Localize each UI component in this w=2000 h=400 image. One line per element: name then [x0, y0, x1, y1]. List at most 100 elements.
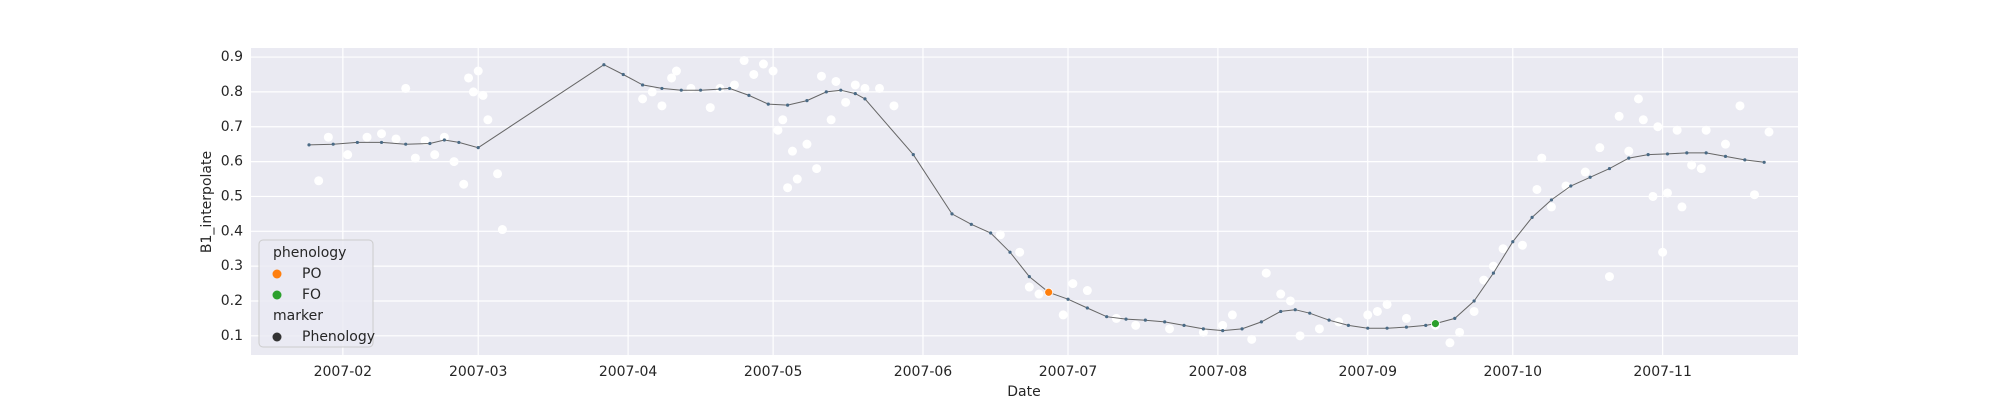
line-vertex	[698, 88, 703, 92]
observation-point	[705, 103, 715, 113]
line-vertex	[950, 212, 954, 216]
interpolated-line	[308, 64, 1765, 332]
line-vertex	[355, 140, 359, 145]
observation-point	[1648, 191, 1658, 201]
observation-point	[1334, 317, 1344, 327]
observation-point	[889, 101, 899, 111]
x-tick-label: 2007-03	[449, 364, 508, 380]
x-tick-label: 2007-02	[314, 364, 373, 380]
observation-point	[1653, 122, 1663, 132]
line-vertex	[1008, 250, 1012, 254]
line-vertex	[766, 102, 770, 106]
legend-label: Phenology	[302, 329, 375, 345]
observation-point	[1261, 268, 1271, 278]
observation-point	[1658, 247, 1668, 257]
observation-point	[1034, 289, 1044, 299]
observation-point	[1024, 282, 1034, 292]
observation-point	[430, 150, 440, 160]
line-vertex	[476, 146, 480, 150]
observation-point	[468, 87, 478, 97]
observation-point	[323, 132, 333, 142]
observation-point	[1363, 310, 1373, 320]
observation-point	[1198, 327, 1208, 337]
observation-point	[1498, 244, 1508, 254]
line-vertex	[1453, 316, 1457, 321]
y-tick-label: 0.2	[221, 293, 243, 309]
observation-point	[1068, 279, 1078, 289]
observation-point	[1532, 184, 1542, 194]
line-vertex	[404, 142, 408, 146]
legend-marker	[272, 269, 282, 279]
observation-point	[831, 76, 841, 86]
observation-point	[391, 134, 401, 144]
line-vertex	[1163, 320, 1167, 324]
x-tick-label: 2007-05	[744, 364, 803, 380]
line-vertex	[1762, 160, 1766, 164]
y-tick-label: 0.5	[221, 188, 243, 204]
y-axis-label: B1_interpolate	[199, 151, 215, 253]
line-vertex	[1385, 326, 1389, 330]
observation-point	[1764, 127, 1774, 137]
line-vertex	[442, 138, 446, 142]
plot-area	[251, 48, 1798, 355]
observation-point	[749, 69, 759, 79]
observation-point	[995, 230, 1005, 240]
observation-point	[1595, 143, 1605, 153]
observation-point	[1131, 320, 1141, 330]
y-tick-label: 0.6	[221, 154, 243, 170]
line-vertex	[1346, 323, 1351, 327]
phenology-point	[1044, 287, 1054, 297]
line-vertex	[331, 142, 335, 146]
legend-label: FO	[302, 287, 321, 303]
observation-point	[1720, 139, 1730, 149]
observation-point	[314, 176, 324, 186]
x-axis-label: Date	[1007, 384, 1040, 400]
observation-point	[1015, 247, 1025, 257]
observation-point	[483, 115, 493, 125]
line-vertex	[786, 103, 790, 107]
observation-point	[1227, 310, 1237, 320]
line-vertex	[1143, 318, 1147, 322]
y-tick-label: 0.4	[221, 223, 243, 239]
observation-point	[1614, 111, 1624, 121]
observation-point	[1247, 334, 1257, 344]
line-vertex	[1279, 309, 1283, 314]
observation-point	[459, 179, 469, 189]
line-vertex	[602, 63, 606, 67]
observation-point	[439, 132, 449, 142]
line-vertex	[1646, 153, 1650, 157]
observation-point	[1537, 153, 1547, 163]
x-tick-label: 2007-11	[1633, 364, 1692, 380]
line-vertex	[805, 99, 809, 103]
observation-point	[1696, 164, 1706, 174]
observation-point	[1314, 324, 1324, 334]
x-tick-label: 2007-09	[1338, 364, 1397, 380]
observation-point	[1445, 338, 1455, 348]
observation-point	[638, 94, 648, 104]
observation-point	[1479, 275, 1489, 285]
line-vertex	[1201, 327, 1205, 331]
x-tick-label: 2007-06	[894, 364, 953, 380]
line-vertex	[839, 88, 843, 92]
observation-point	[841, 97, 851, 107]
observation-point	[1604, 272, 1614, 282]
legend-marker	[272, 332, 282, 342]
phenology-point	[1431, 319, 1440, 329]
line-vertex	[1588, 175, 1592, 179]
line-vertex	[1530, 215, 1534, 219]
line-vertex	[969, 222, 973, 226]
line-vertex	[1569, 184, 1573, 188]
legend-marker	[272, 290, 282, 300]
line-vertex	[824, 90, 828, 94]
line-vertex	[1124, 317, 1128, 321]
legend-title: marker	[273, 308, 323, 324]
line-vertex	[1259, 320, 1263, 324]
observation-point	[768, 66, 778, 76]
line-vertex	[640, 83, 645, 87]
observation-point	[497, 225, 507, 235]
observation-point	[826, 115, 836, 125]
observation-point	[1517, 240, 1527, 250]
line-vertex	[621, 72, 625, 77]
observation-point	[671, 66, 681, 76]
line-vertex	[457, 140, 461, 145]
